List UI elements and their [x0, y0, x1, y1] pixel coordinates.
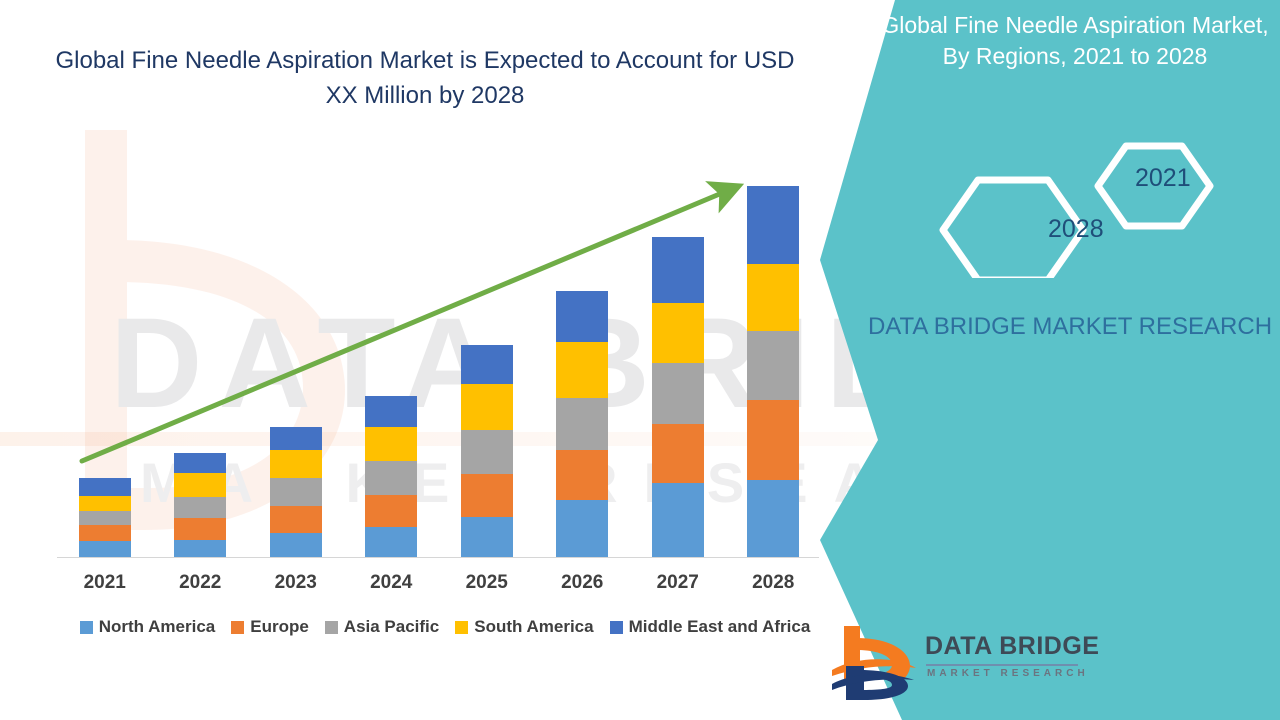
bar-segment [556, 342, 609, 398]
panel-content: Global Fine Needle Aspiration Market, By… [820, 0, 1280, 720]
chart-title: Global Fine Needle Aspiration Market is … [55, 47, 795, 109]
panel-title: Global Fine Needle Aspiration Market, By… [881, 12, 1269, 69]
bar-2021 [78, 478, 131, 557]
x-axis-label-2026: 2026 [561, 572, 604, 593]
bar-segment [174, 540, 227, 557]
x-axis-label-2025: 2025 [465, 572, 508, 593]
bar-2027 [651, 237, 704, 557]
legend-item-asia-pacific[interactable]: Asia Pacific [324, 617, 440, 637]
legend-label: Middle East and Africa [628, 617, 811, 636]
brand-name: DATA BRIDGE MARKET RESEARCH [867, 313, 1273, 340]
bar-segment [269, 533, 322, 557]
bar-2024 [365, 396, 418, 557]
bar-segment [174, 518, 227, 540]
bar-segment [365, 396, 418, 427]
data-bridge-b-logo-icon [832, 626, 916, 700]
bar-segment [556, 291, 609, 342]
bar-segment [747, 331, 800, 400]
bar-segment [460, 384, 513, 430]
legend-label: Europe [250, 617, 309, 636]
x-axis-label-2028: 2028 [752, 572, 795, 593]
bar-segment [460, 474, 513, 517]
logo-divider [926, 664, 1078, 666]
bar-segment [651, 483, 704, 557]
bar-segment [460, 517, 513, 557]
bar-segment [174, 453, 227, 473]
legend-item-europe[interactable]: Europe [231, 617, 309, 637]
bar-segment [651, 303, 704, 363]
company-logo: DATA BRIDGE MARKET RESEARCH [830, 622, 1130, 708]
logo-text-main: DATA BRIDGE [925, 632, 1100, 660]
teal-side-panel [820, 0, 1280, 720]
bar-segment [269, 478, 322, 506]
bar-segment [78, 525, 131, 541]
bar-segment [747, 400, 800, 480]
x-axis-label-2023: 2023 [274, 572, 317, 593]
legend-item-south-america[interactable]: South America [455, 617, 594, 637]
chart-legend: North America Europe Asia Pacific South Ame… [50, 617, 840, 637]
x-axis-label-2024: 2024 [370, 572, 413, 593]
bar-2026 [556, 291, 609, 557]
bar-segment [174, 473, 227, 497]
bar-segment [269, 506, 322, 533]
bar-segment [556, 500, 609, 557]
legend-swatch-icon [609, 620, 623, 634]
bar-segment [78, 478, 131, 496]
legend-swatch-icon [324, 620, 338, 634]
x-axis-labels: 2021 2022 2023 2024 2025 2026 2027 2028 [0, 572, 860, 602]
bar-segment [747, 186, 800, 264]
bar-segment [78, 496, 131, 511]
x-axis-label-2022: 2022 [179, 572, 222, 593]
x-axis-label-2027: 2027 [656, 572, 699, 593]
legend-swatch-icon [231, 620, 245, 634]
x-axis-label-2021: 2021 [83, 572, 126, 593]
bar-segment [747, 480, 800, 557]
bar-2025 [460, 345, 513, 557]
bar-segment [460, 430, 513, 474]
bar-segment [269, 427, 322, 450]
bar-segment [651, 237, 704, 303]
bar-2023 [269, 427, 322, 557]
bar-2022 [174, 453, 227, 557]
bar-segment [460, 345, 513, 384]
bar-segment [78, 511, 131, 525]
bar-segment [651, 363, 704, 424]
bar-segment [365, 527, 418, 557]
bar-segment [269, 450, 322, 478]
logo-text-sub: MARKET RESEARCH [927, 668, 1089, 679]
legend-label: Asia Pacific [343, 617, 440, 636]
bar-segment [556, 450, 609, 500]
chart-plot-area: 2021 2022 2023 2024 2025 2026 2027 2028 [0, 186, 860, 602]
bar-segment [174, 497, 227, 518]
bar-segment [651, 424, 704, 483]
bar-segment [365, 495, 418, 527]
bar-2028 [747, 186, 800, 557]
hexagon-badges: 2021 2028 [930, 138, 1240, 284]
bar-segment [365, 427, 418, 461]
bar-segment [78, 541, 131, 557]
legend-swatch-icon [79, 620, 93, 634]
legend-item-middle-east-and-africa[interactable]: Middle East and Africa [609, 617, 811, 637]
bar-segment [365, 461, 418, 495]
legend-item-north-america[interactable]: North America [79, 617, 216, 637]
bar-segment [747, 264, 800, 331]
bar-segment [556, 398, 609, 450]
hexagon-shapes-icon [939, 142, 1214, 284]
legend-label: South America [474, 617, 594, 636]
legend-swatch-icon [455, 620, 469, 634]
x-axis-line [57, 557, 819, 558]
legend-label: North America [98, 617, 216, 636]
